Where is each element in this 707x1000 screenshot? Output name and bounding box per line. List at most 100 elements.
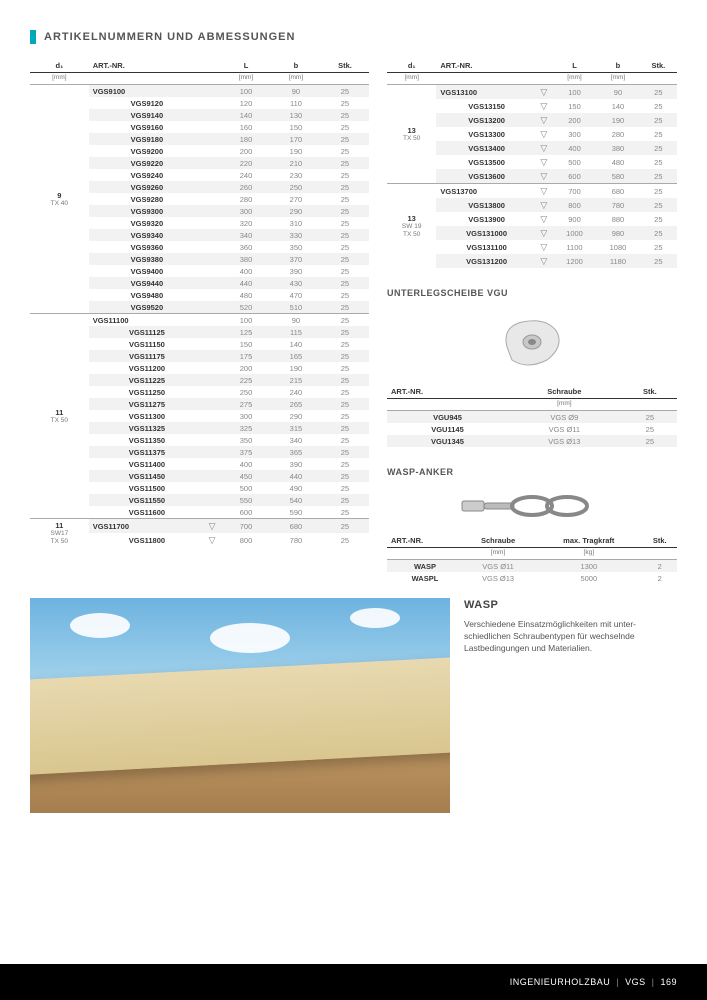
cell-value: 25	[321, 241, 369, 253]
cell-icon	[203, 289, 221, 301]
cell-icon	[203, 362, 221, 374]
cell-art-nr: VGS131200	[436, 254, 534, 268]
cell-value: 300	[221, 205, 271, 217]
cell-value: 700	[553, 184, 596, 199]
cell-value: 600	[221, 506, 271, 519]
cell-value: 450	[221, 470, 271, 482]
cell-icon	[203, 97, 221, 109]
cell-value: 25	[321, 193, 369, 205]
cell-art-nr: VGS13400	[436, 141, 534, 155]
cell-art-nr: VGS9180	[89, 133, 203, 145]
screw-head-icon: ▽	[540, 228, 547, 238]
cell-value: 590	[271, 506, 321, 519]
cell-art-nr: VGS11300	[89, 410, 203, 422]
page-title-row: ARTIKELNUMMERN UND ABMESSUNGEN	[30, 30, 677, 44]
cell-value: 190	[596, 113, 639, 127]
cell-value: 315	[271, 422, 321, 434]
cell-icon	[203, 422, 221, 434]
cell-value: 390	[271, 265, 321, 277]
cell-value: 780	[271, 533, 321, 547]
cell-value: 25	[640, 254, 677, 268]
cell-value: 25	[321, 109, 369, 121]
cell-art-nr: VGS11600	[89, 506, 203, 519]
cell-value: 25	[321, 85, 369, 98]
cell-art-nr: VGS13700	[436, 184, 534, 199]
cell-value: 25	[640, 85, 677, 100]
cell-value: 365	[271, 446, 321, 458]
cell-value: 150	[221, 338, 271, 350]
cell-art-nr: VGS11100	[89, 314, 203, 327]
cell-value: 220	[221, 157, 271, 169]
cell-value: 25	[321, 97, 369, 109]
cell-value: 1200	[553, 254, 596, 268]
cell-value: 25	[321, 374, 369, 386]
cell-value: 265	[271, 398, 321, 410]
cell-art-nr: VGS11150	[89, 338, 203, 350]
table-row: 9TX 40VGS91001009025	[30, 85, 369, 98]
cell-value: 175	[221, 350, 271, 362]
cell-value: 100	[553, 85, 596, 100]
cell-value: 470	[271, 289, 321, 301]
cell-value: 340	[271, 434, 321, 446]
washer-table: ART.-NR. Schraube Stk. [mm] VGU945VGS Ø9…	[387, 384, 677, 447]
cell-icon	[203, 386, 221, 398]
cell-value: 230	[271, 169, 321, 181]
col-stk: Stk.	[642, 533, 677, 548]
unit-mm: [mm]	[221, 73, 271, 85]
cell-art-nr: VGS11450	[89, 470, 203, 482]
cell-icon	[203, 374, 221, 386]
cell-value: 1100	[553, 240, 596, 254]
cell-value: 5000	[535, 572, 642, 584]
cell-value: 1180	[596, 254, 639, 268]
cell-value: 880	[596, 212, 639, 226]
cell-value: 250	[221, 386, 271, 398]
cell-art-nr: VGU1145	[387, 423, 506, 435]
cell-art-nr: VGS9300	[89, 205, 203, 217]
screw-head-icon: ▽	[540, 87, 547, 97]
table-row: WASPVGS Ø1113002	[387, 560, 677, 573]
washer-section-title: UNTERLEGSCHEIBE VGU	[387, 288, 677, 298]
footer-product: VGS	[625, 977, 646, 987]
cell-value: 400	[553, 141, 596, 155]
cell-art-nr: VGS9280	[89, 193, 203, 205]
group-label: 11TX 50	[30, 314, 89, 519]
cell-art-nr: VGS11700	[89, 519, 203, 534]
cell-value: 440	[221, 277, 271, 289]
cell-icon	[203, 253, 221, 265]
cell-value: 125	[221, 326, 271, 338]
cell-value: 280	[596, 127, 639, 141]
cell-value: 25	[321, 314, 369, 327]
cell-value: 170	[271, 133, 321, 145]
table-row: 13TX 50VGS13100▽1009025	[387, 85, 677, 100]
cell-value: 210	[271, 157, 321, 169]
table-row: VGU945VGS Ø925	[387, 411, 677, 424]
cell-icon: ▽	[535, 141, 553, 155]
cell-value: 380	[221, 253, 271, 265]
cell-value: 25	[321, 265, 369, 277]
cell-value: 350	[271, 241, 321, 253]
col-L: L	[221, 58, 271, 73]
cell-value: 25	[321, 422, 369, 434]
cell-value: 400	[221, 458, 271, 470]
col-stk: Stk.	[321, 58, 369, 73]
cell-value: 290	[271, 410, 321, 422]
cell-value: 25	[321, 157, 369, 169]
cell-value: 25	[321, 482, 369, 494]
cell-value: 300	[553, 127, 596, 141]
cell-icon	[203, 121, 221, 133]
cell-icon: ▽	[535, 99, 553, 113]
cell-value: 115	[271, 326, 321, 338]
cell-value: 800	[553, 198, 596, 212]
cell-icon	[203, 181, 221, 193]
col-d1: d₁	[387, 58, 436, 73]
cell-icon	[203, 277, 221, 289]
cell-value: 25	[623, 435, 677, 447]
unit-mm: [mm]	[553, 73, 596, 85]
unit-kg: [kg]	[535, 548, 642, 560]
cell-icon: ▽	[535, 240, 553, 254]
cell-value: VGS Ø13	[461, 572, 535, 584]
wasp-photo	[30, 598, 450, 813]
cell-value: 25	[640, 155, 677, 169]
col-art: ART.-NR.	[387, 533, 461, 548]
col-schraube: Schraube	[506, 384, 623, 399]
